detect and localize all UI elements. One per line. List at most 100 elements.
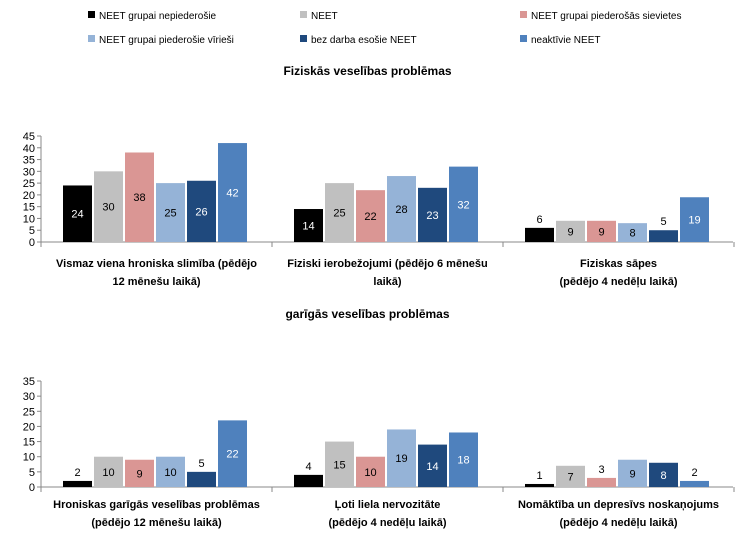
data-label: 23: [426, 210, 438, 222]
data-label: 2: [691, 467, 697, 479]
data-label: 38: [133, 192, 145, 204]
data-label: 9: [598, 226, 604, 238]
category-label: Fiziski ierobežojumi (pēdējo 6 mēnešu: [287, 258, 488, 270]
bar: [525, 483, 554, 487]
y-tick-label: 10: [23, 452, 35, 464]
legend-label: NEET grupai piederošās sievietes: [531, 11, 682, 22]
bar: [418, 444, 447, 487]
bar: [587, 220, 616, 242]
legend: NEET grupai nepiederošie NEET NEET grupai …: [0, 0, 735, 60]
bar: [125, 459, 154, 487]
data-label: 3: [598, 464, 604, 476]
y-tick-label: 40: [23, 143, 35, 155]
category-label: (pēdējo 4 nedēļu laikā): [560, 276, 678, 288]
legend-swatch: [300, 35, 307, 42]
category-label: (pēdējo 4 nedēļu laikā): [329, 517, 447, 529]
bar: [356, 190, 385, 242]
data-label: 5: [660, 216, 666, 228]
bar: [125, 152, 154, 242]
bar: [325, 441, 354, 487]
data-label: 26: [195, 206, 207, 218]
category-label: Vismaz viena hroniska slimība (pēdējo: [56, 258, 257, 270]
category-label: Hroniskas garīgās veselības problēmas: [53, 499, 260, 511]
y-tick-label: 5: [29, 467, 35, 479]
legend-swatch: [520, 35, 527, 42]
data-label: 28: [395, 204, 407, 216]
bar: [618, 459, 647, 487]
data-label: 32: [457, 199, 469, 211]
bar: [156, 456, 185, 487]
data-label: 7: [567, 471, 573, 483]
bar: [218, 143, 247, 242]
bar: [556, 465, 585, 487]
category-label: Fiziskas sāpes: [580, 258, 657, 270]
legend-label: NEET grupai piederošie vīrieši: [99, 35, 234, 46]
data-label: 22: [364, 211, 376, 223]
category-label: (pēdējo 4 nedēļu laikā): [560, 517, 678, 529]
bar: [649, 462, 678, 487]
bar: [156, 183, 185, 242]
data-label: 10: [164, 467, 176, 479]
bar: [525, 227, 554, 242]
data-label: 4: [305, 461, 311, 473]
data-label: 14: [302, 221, 314, 233]
y-tick-label: 30: [23, 391, 35, 403]
bar: [556, 220, 585, 242]
y-tick-label: 35: [23, 155, 35, 167]
data-label: 25: [164, 208, 176, 220]
bar: [187, 471, 216, 487]
legend-item: NEET: [300, 11, 338, 23]
y-tick-label: 15: [23, 437, 35, 449]
data-label: 6: [536, 214, 542, 226]
y-tick-label: 45: [23, 131, 35, 143]
data-label: 10: [364, 467, 376, 479]
data-label: 8: [629, 228, 635, 240]
category-label: 12 mēnešu laikā): [112, 276, 200, 288]
bar: [418, 187, 447, 242]
data-label: 1: [536, 470, 542, 482]
y-tick-label: 0: [29, 237, 35, 249]
y-tick-label: 0: [29, 482, 35, 494]
bar: [94, 171, 123, 242]
bar: [387, 429, 416, 487]
data-label: 19: [395, 453, 407, 465]
data-label: 22: [226, 449, 238, 461]
category-label: laikā): [373, 276, 401, 288]
chart-title-physical: Fiziskās veselības problēmas: [283, 64, 452, 78]
y-tick-label: 25: [23, 178, 35, 190]
bar: [387, 176, 416, 242]
data-label: 18: [457, 455, 469, 467]
bar: [449, 166, 478, 242]
category-label: Nomāktība un depresīvs noskaņojums: [518, 499, 719, 511]
category-label: (pēdējo 12 mēnešu laikā): [91, 517, 222, 529]
legend-swatch: [300, 11, 307, 18]
data-label: 15: [333, 459, 345, 471]
legend-item: bez darba esošie NEET: [300, 35, 417, 47]
data-label: 9: [567, 226, 573, 238]
legend-item: NEET grupai nepiederošie: [88, 11, 216, 23]
data-label: 14: [426, 461, 438, 473]
mental-health-chart: 0 5 10 15 20 25 30 35 2 4 1 10 15 7 9 10 3 10 19 9 5 14 8 22 18 2…: [23, 376, 735, 529]
y-tick-label: 35: [23, 376, 35, 388]
legend-swatch: [88, 11, 95, 18]
bar: [325, 183, 354, 242]
legend-label: bez darba esošie NEET: [311, 35, 417, 46]
bar: [649, 230, 678, 242]
data-label: 9: [136, 468, 142, 480]
bar: [356, 456, 385, 487]
data-label: 10: [102, 467, 114, 479]
bar: [294, 209, 323, 242]
y-tick-label: 10: [23, 213, 35, 225]
y-tick-label: 15: [23, 202, 35, 214]
legend-item: neaktīvie NEET: [520, 35, 600, 47]
bar: [218, 420, 247, 487]
y-tick-label: 30: [23, 166, 35, 178]
legend-label: neaktīvie NEET: [531, 35, 601, 46]
legend-swatch: [88, 35, 95, 42]
data-label: 25: [333, 208, 345, 220]
y-tick-label: 25: [23, 406, 35, 418]
bar: [449, 432, 478, 487]
y-tick-label: 20: [23, 421, 35, 433]
bar: [187, 180, 216, 242]
